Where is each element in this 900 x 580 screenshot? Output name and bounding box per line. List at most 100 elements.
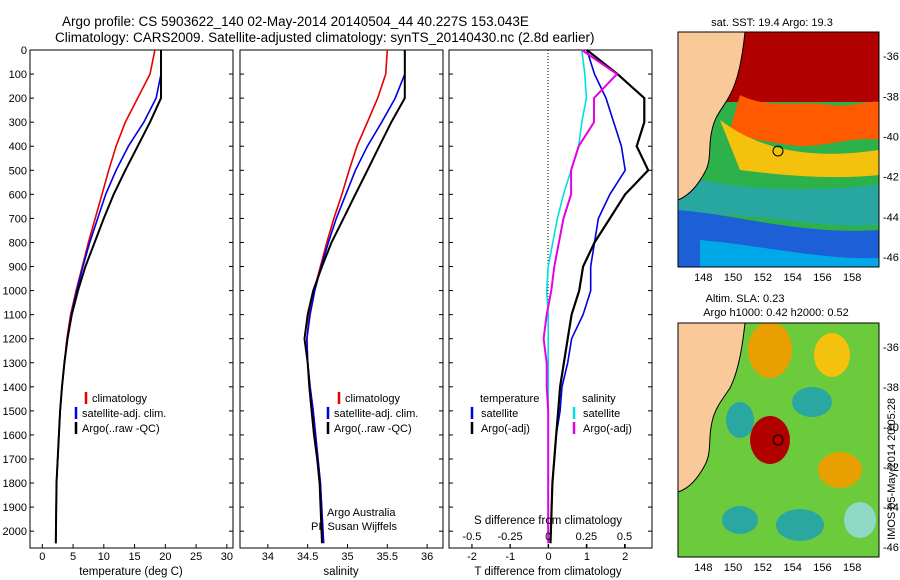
legend-title-salinity: salinity [582, 393, 616, 405]
map-lon-tick-label: 148 [694, 562, 712, 574]
legend-label: climatology [92, 393, 148, 405]
sst-teal-band [678, 175, 879, 226]
sst-orange-band [730, 95, 879, 147]
series-layer [54, 49, 650, 544]
sla-blob [818, 452, 862, 488]
series-line-temperature-argo-adj- [549, 49, 650, 544]
map-lon-tick-label: 152 [754, 562, 772, 574]
series-line-climatology [55, 49, 156, 544]
s-difference-axis-label: S difference from climatology [474, 515, 622, 527]
t-diff-tick-label: -2 [467, 551, 477, 563]
salinity-tick-label: 36 [421, 551, 433, 563]
salinity-tick-label: 34.5 [297, 551, 318, 563]
sla-eddy [750, 416, 790, 464]
legend-title-temperature: temperature [480, 393, 539, 405]
depth-tick-label: 1400 [3, 382, 27, 394]
map-lat-tick-label: -40 [883, 422, 899, 434]
s-diff-tick-label: -0.5 [462, 531, 481, 543]
t-diff-tick-label: 1 [584, 551, 590, 563]
salinity-panel-frame [239, 49, 444, 549]
map-lat-tick-label: -42 [883, 172, 899, 184]
depth-tick-label: 100 [9, 69, 27, 81]
header-line2: Climatology: CARS2009. Satellite-adjuste… [55, 30, 595, 45]
map-lon-tick-label: 150 [724, 562, 742, 574]
map-lon-tick-label: 152 [754, 272, 772, 284]
series-line-salinity-argo-adj- [542, 49, 619, 544]
temperature-tick-label: 20 [159, 551, 171, 563]
depth-tick-label: 2000 [3, 526, 27, 538]
t-difference-axis-label: T difference from climatology [474, 566, 621, 578]
depth-tick-label: 200 [9, 93, 27, 105]
series-line-argo-raw-qc- [54, 50, 162, 544]
map-lon-tick-label: 158 [843, 562, 861, 574]
salinity-tick-label: 35.5 [377, 551, 398, 563]
depth-tick-label: 1700 [3, 454, 27, 466]
sla-map-ticks: 148 150 152 154 156 158 -36 -38 -40 -42 -44 -46 [694, 342, 899, 574]
salinity-tick-label: 35 [341, 551, 353, 563]
depth-tick-label: 0 [21, 45, 27, 57]
depth-tick-label: 500 [9, 165, 27, 177]
depth-tick-label: 900 [9, 262, 27, 274]
sst-yellow-band [720, 120, 879, 178]
map-lon-tick-label: 148 [694, 272, 712, 284]
credit-line1: Argo Australia [327, 507, 396, 519]
sla-map-title1: Altim. SLA: 0.23 [706, 293, 785, 305]
temperature-tick-label: 30 [221, 551, 233, 563]
temperature-legend: climatology satellite-adj. clim. Argo(..… [74, 392, 166, 435]
depth-tick-label: 1300 [3, 358, 27, 370]
legend-label: Argo(..raw -QC) [334, 423, 412, 435]
map-lat-tick-label: -42 [883, 462, 899, 474]
sst-map-ticks: 148 150 152 154 156 158 -36 -38 -40 -42 -44 -46 [694, 51, 899, 284]
map-lat-tick-label: -36 [883, 51, 899, 63]
t-diff-tick-label: 0 [546, 551, 552, 563]
sla-blob [844, 502, 876, 538]
depth-tick-label: 300 [9, 117, 27, 129]
legend-label: Argo(..raw -QC) [82, 423, 160, 435]
map-lat-tick-label: -44 [883, 502, 899, 514]
salinity-tick-label: 34 [262, 551, 274, 563]
depth-tick-label: 1500 [3, 406, 27, 418]
legend-label: satellite-adj. clim. [82, 408, 166, 420]
depth-tick-label: 1000 [3, 286, 27, 298]
australia-land [678, 323, 746, 493]
map-lat-tick-label: -44 [883, 212, 899, 224]
map-lat-tick-label: -46 [883, 252, 899, 264]
temperature-tick-label: 5 [70, 551, 76, 563]
map-lat-tick-label: -38 [883, 91, 899, 103]
sla-blob [748, 323, 792, 378]
temperature-axis-label: temperature (deg C) [79, 566, 183, 578]
map-lat-tick-label: -46 [883, 542, 899, 554]
sla-map-frame [677, 322, 880, 558]
series-line-temperature-satellite [549, 49, 627, 544]
sla-map-title2: Argo h1000: 0.42 h2000: 0.52 [703, 307, 849, 319]
s-diff-tick-label: 0.5 [617, 531, 632, 543]
sla-map [677, 322, 880, 558]
legend-label: satellite-adj. clim. [334, 408, 418, 420]
argo-position-marker [772, 434, 784, 446]
map-lon-tick-label: 156 [813, 562, 831, 574]
header-line1: Argo profile: CS 5903622_140 02-May-2014… [62, 14, 529, 29]
t-diff-tick-label: 2 [622, 551, 628, 563]
sla-blob [792, 387, 832, 417]
series-line-satellite-adj-clim- [55, 50, 162, 544]
sst-cyan-band [700, 240, 879, 267]
map-lat-tick-label: -38 [883, 382, 899, 394]
t-diff-tick-label: -1 [505, 551, 515, 563]
s-diff-tick-label: -0.25 [498, 531, 523, 543]
legend-label: satellite [583, 408, 620, 420]
salinity-axis-label: salinity [323, 566, 358, 578]
depth-tick-label: 1100 [3, 310, 27, 322]
argo-position-marker [772, 145, 784, 157]
sst-map [677, 31, 880, 268]
map-lat-tick-label: -40 [883, 131, 899, 143]
depth-tick-label: 1200 [3, 334, 27, 346]
sla-blob [776, 509, 824, 541]
legend-label: Argo(-adj) [583, 423, 632, 435]
sla-blob [722, 506, 758, 534]
sla-blob [726, 402, 754, 438]
australia-land [678, 32, 746, 201]
difference-legend: temperature satellite Argo(-adj) salinit… [470, 393, 632, 435]
difference-panel-frame [448, 49, 653, 549]
sla-blob [814, 333, 850, 377]
